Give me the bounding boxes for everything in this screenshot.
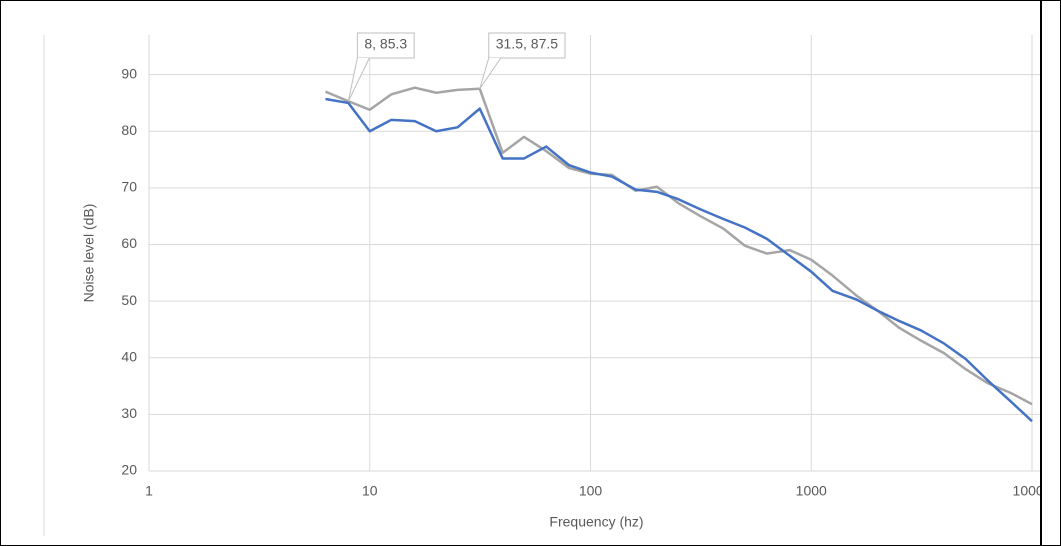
plot: 20 30 40 50 60 70 80 90 1 10 100 1000 10000 Frequency… [121, 32, 1052, 530]
x-tick-label: 10 [362, 483, 378, 499]
y-tick-label: 30 [121, 405, 137, 421]
series-line [324, 86, 1033, 406]
y-axis-title: Noise level (dB) [81, 204, 97, 303]
x-tick-label: 10000 [1013, 483, 1052, 499]
annotation-box [356, 32, 415, 59]
series-line [325, 97, 1033, 423]
y-tick-label: 60 [121, 235, 137, 251]
y-tick-label: 80 [121, 122, 137, 138]
x-tick-label: 1000 [796, 483, 827, 499]
y-tick-label: 40 [121, 348, 137, 364]
x-tick-label: 1 [145, 483, 153, 499]
x-tick-label: 100 [579, 483, 603, 499]
y-tick-label: 20 [121, 462, 137, 478]
y-tick-label: 90 [121, 65, 137, 81]
y-tick-label: 50 [121, 292, 137, 308]
annotation-label: 31.5, 87.5 [496, 36, 558, 52]
annotation-box [488, 32, 566, 59]
y-tick-label: 70 [121, 179, 137, 195]
annotation-pointer [479, 57, 502, 90]
x-axis-title: Frequency (hz) [549, 514, 643, 530]
annotation-pointer [347, 57, 370, 102]
annotation-label: 8, 85.3 [364, 36, 407, 52]
